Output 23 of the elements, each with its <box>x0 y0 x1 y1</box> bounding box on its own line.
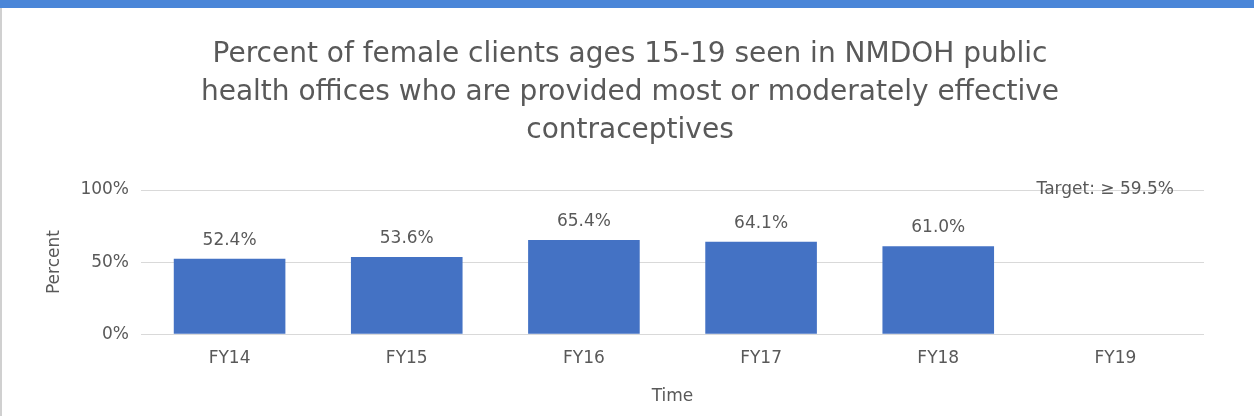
y-tick-label: 50% <box>91 250 129 271</box>
bar <box>528 239 640 334</box>
bar <box>882 246 995 334</box>
data-label: 61.0% <box>911 216 966 237</box>
data-label: 53.6% <box>379 226 434 247</box>
y-tick-label: 0% <box>102 322 129 343</box>
x-tick-label: FY16 <box>563 346 605 367</box>
data-label: 52.4% <box>202 228 257 249</box>
bar <box>173 258 286 334</box>
data-label: 64.1% <box>734 211 789 232</box>
x-axis-title: Time <box>650 385 694 406</box>
chart-title: Percent of female clients ages 15-19 seen in NMDOH public health offices who are provided most or moderately effective contraceptives <box>199 35 1061 147</box>
y-tick-label: 100% <box>80 178 129 199</box>
data-label: 65.4% <box>556 209 611 230</box>
annotation: Target: ≥ 59.5% <box>1035 177 1174 198</box>
x-tick-label: FY14 <box>208 346 251 367</box>
x-tick-label: FY19 <box>1094 346 1137 367</box>
y-axis-title: Percent <box>42 229 63 295</box>
x-tick-label: FY15 <box>385 346 428 367</box>
bar <box>705 241 817 334</box>
x-tick-label: FY17 <box>740 346 782 367</box>
bar <box>350 256 463 334</box>
x-tick-label: FY18 <box>917 346 960 367</box>
